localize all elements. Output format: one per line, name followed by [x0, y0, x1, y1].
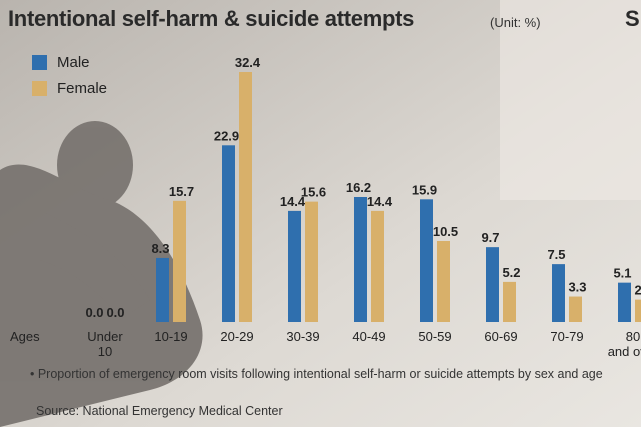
x-tick-label-7: 70-79	[550, 329, 583, 344]
bar-female-8	[635, 299, 641, 322]
bar-male-2	[222, 145, 235, 322]
legend-item-female: Female	[32, 80, 107, 97]
legend-swatch-male	[32, 55, 47, 70]
x-tick-label-1: 10-19	[154, 329, 187, 344]
data-label-female-6: 5.2	[502, 265, 520, 280]
bar-male-6	[486, 247, 499, 322]
data-label-male-1: 8.3	[151, 241, 169, 256]
data-label-male-0: 0.0	[85, 305, 103, 320]
legend-item-male: Male	[32, 54, 90, 71]
x-tick-label-0: Under 10	[87, 329, 123, 359]
x-tick-label-6: 60-69	[484, 329, 517, 344]
data-label-male-5: 15.9	[412, 182, 437, 197]
bar-male-1	[156, 257, 169, 322]
data-label-female-7: 3.3	[568, 280, 586, 295]
bar-female-6	[503, 281, 516, 322]
bar-male-3	[288, 210, 301, 322]
data-label-male-2: 22.9	[214, 128, 239, 143]
person-silhouette	[0, 121, 203, 427]
bar-female-1	[173, 200, 186, 322]
data-label-male-3: 14.4	[280, 194, 306, 209]
source-note: Source: National Emergency Medical Cente…	[36, 404, 283, 418]
bar-male-7	[552, 264, 565, 322]
bar-male-8	[618, 282, 631, 322]
data-label-male-6: 9.7	[481, 230, 499, 245]
data-label-female-3: 15.6	[301, 185, 326, 200]
bar-male-4	[354, 197, 367, 322]
data-label-female-0: 0.0	[106, 305, 124, 320]
footnote: • Proportion of emergency room visits fo…	[30, 367, 603, 381]
bar-female-2	[239, 72, 252, 322]
bar-female-7	[569, 296, 582, 322]
legend-label-female: Female	[57, 80, 108, 97]
legend-label-male: Male	[57, 54, 90, 71]
axis-prefix-label: Ages	[10, 329, 40, 344]
x-tick-label-5: 50-59	[418, 329, 451, 344]
chart-title: Intentional self-harm & suicide attempts	[8, 6, 415, 31]
data-label-female-5: 10.5	[433, 224, 458, 239]
x-tick-label-3: 30-39	[286, 329, 319, 344]
x-tick-label-2: 20-29	[220, 329, 253, 344]
data-label-female-4: 14.4	[367, 194, 393, 209]
bar-female-3	[305, 201, 318, 322]
cropped-next-title: S	[625, 6, 640, 31]
bar-female-4	[371, 210, 384, 322]
data-label-female-8: 2.9	[634, 283, 641, 298]
legend-swatch-female	[32, 81, 47, 96]
data-label-female-1: 15.7	[169, 184, 194, 199]
data-label-male-4: 16.2	[346, 180, 371, 195]
data-label-female-2: 32.4	[235, 55, 261, 70]
data-label-male-7: 7.5	[547, 247, 565, 262]
data-label-male-8: 5.1	[613, 266, 631, 281]
bar-male-5	[420, 199, 433, 322]
unit-label: (Unit: %)	[490, 15, 541, 30]
x-tick-label-4: 40-49	[352, 329, 385, 344]
bar-female-5	[437, 240, 450, 322]
